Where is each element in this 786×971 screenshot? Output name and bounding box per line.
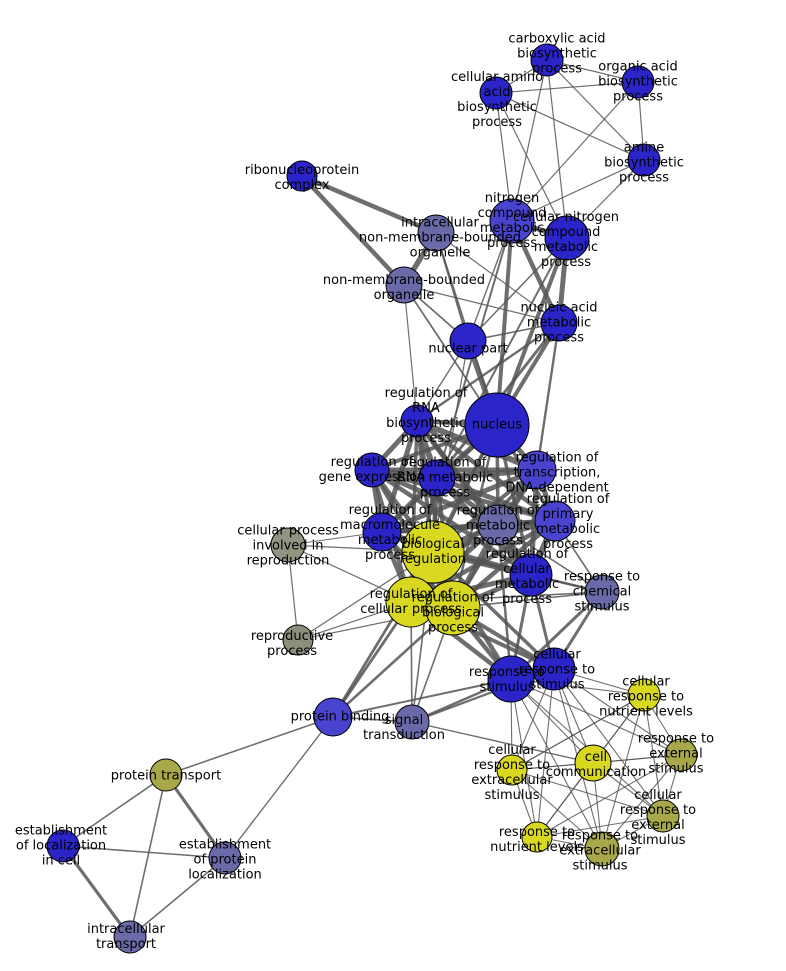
graph-edge — [369, 467, 558, 524]
graph-edge — [511, 694, 645, 771]
graph-node[interactable] — [400, 404, 434, 438]
graph-node[interactable] — [394, 704, 430, 740]
graph-edge — [332, 678, 512, 718]
graph-edge — [369, 467, 501, 528]
graph-node[interactable] — [621, 65, 655, 99]
graph-edge — [601, 694, 645, 850]
graph-edge — [511, 59, 548, 222]
graph-edge — [61, 844, 132, 939]
graph-node[interactable] — [385, 266, 423, 304]
graph-node[interactable] — [270, 527, 306, 563]
graph-node[interactable] — [464, 392, 530, 458]
graph-edge — [511, 769, 664, 817]
graph-node[interactable] — [664, 738, 698, 772]
graph-node[interactable] — [417, 214, 455, 252]
graph-edge — [403, 284, 418, 422]
graph-edge — [536, 754, 682, 838]
graph-edge — [62, 774, 167, 847]
graph-node[interactable] — [46, 829, 80, 863]
graph-node[interactable] — [286, 160, 318, 192]
graph-node[interactable] — [425, 580, 481, 636]
graph-edge — [601, 754, 682, 850]
graph-node[interactable] — [646, 799, 680, 833]
graph-edge — [164, 773, 227, 860]
graph-edge — [299, 173, 439, 236]
graph-node[interactable] — [540, 304, 578, 342]
graph-edge — [511, 159, 645, 222]
graph-edge — [511, 81, 639, 222]
graph-node[interactable] — [532, 647, 576, 691]
graph-edge — [495, 92, 568, 239]
graph-edge — [165, 716, 334, 776]
graph-node[interactable] — [544, 215, 590, 261]
graph-edge — [415, 321, 561, 423]
graph-edge — [495, 219, 514, 427]
graph-node[interactable] — [517, 450, 557, 490]
graph-edge — [129, 857, 226, 938]
graph-edge — [129, 774, 167, 938]
graph-edge — [536, 815, 664, 838]
graph-node[interactable] — [477, 504, 519, 546]
graph-edge — [224, 716, 334, 859]
graph-edge — [510, 678, 538, 838]
graph-node[interactable] — [401, 520, 465, 584]
graph-node[interactable] — [449, 322, 487, 360]
graph-edge — [510, 678, 603, 850]
graph-edge — [511, 769, 603, 850]
graph-edge — [495, 236, 569, 427]
graph-node[interactable] — [354, 452, 390, 488]
graph-node[interactable] — [496, 754, 528, 786]
graph-node[interactable] — [489, 198, 535, 244]
graph-edge — [497, 524, 603, 593]
graph-node[interactable] — [574, 744, 612, 782]
edges-group — [61, 59, 682, 939]
graph-edge — [369, 467, 534, 578]
graph-node[interactable] — [530, 43, 564, 77]
graph-node[interactable] — [149, 758, 183, 792]
graph-edge — [536, 668, 555, 838]
graph-edge — [435, 232, 560, 324]
graph-node[interactable] — [208, 841, 242, 875]
graph-edge — [553, 668, 682, 756]
graph-edge — [403, 284, 560, 324]
graph-node[interactable] — [521, 821, 553, 853]
graph-node[interactable] — [479, 76, 513, 110]
graph-edge — [495, 81, 639, 94]
graph-edge — [495, 92, 645, 161]
graph-edge — [299, 173, 407, 288]
graph-node[interactable] — [282, 624, 314, 656]
graph-edge — [546, 59, 568, 239]
graph-node[interactable] — [362, 512, 402, 552]
graph-edge — [510, 678, 682, 756]
graph-edge — [467, 237, 568, 342]
graph-edge — [546, 59, 645, 161]
graph-edge — [411, 721, 594, 764]
graph-node[interactable] — [113, 920, 147, 954]
graph-node[interactable] — [313, 697, 353, 737]
graph-node[interactable] — [509, 553, 553, 597]
graph-edge — [643, 694, 664, 817]
graph-node[interactable] — [584, 831, 620, 867]
graph-node[interactable] — [487, 655, 535, 703]
graph-node[interactable] — [627, 143, 661, 177]
nodes-group — [46, 43, 698, 954]
graph-edge — [535, 321, 561, 472]
graph-node[interactable] — [534, 500, 576, 542]
graph-edge — [62, 845, 226, 859]
graph-node[interactable] — [418, 459, 456, 497]
graph-node[interactable] — [627, 678, 661, 712]
graph-node[interactable] — [584, 574, 620, 610]
